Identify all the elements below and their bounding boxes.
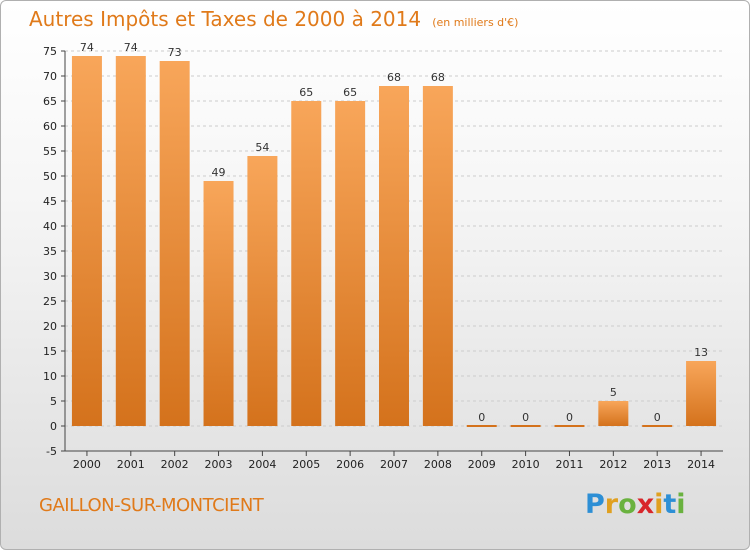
y-tick-label: 35 <box>43 245 57 258</box>
bar <box>159 61 190 426</box>
y-tick-label: 40 <box>43 220 57 233</box>
data-label: 68 <box>387 71 401 84</box>
data-label: 0 <box>566 411 573 424</box>
bar <box>291 101 322 426</box>
x-tick-label: 2000 <box>73 458 101 471</box>
y-tick-label: 30 <box>43 270 57 283</box>
bar <box>335 101 366 426</box>
y-tick-label: 0 <box>50 420 57 433</box>
x-tick-label: 2013 <box>643 458 671 471</box>
y-tick-label: 25 <box>43 295 57 308</box>
bar <box>422 86 453 426</box>
data-label: 68 <box>431 71 445 84</box>
data-label: 74 <box>80 41 94 54</box>
data-labels: 74 74 73 49 54 65 65 68 68 0 0 0 5 0 13 <box>80 41 708 424</box>
bar <box>598 401 629 426</box>
y-tick-label: 55 <box>43 145 57 158</box>
data-label: 0 <box>522 411 529 424</box>
data-label: 49 <box>212 166 226 179</box>
y-tick-label: 60 <box>43 120 57 133</box>
x-tick-label: 2014 <box>687 458 715 471</box>
y-tick-label: -5 <box>46 445 57 458</box>
bar <box>71 56 102 426</box>
data-label: 54 <box>255 141 269 154</box>
x-tick-label: 2002 <box>161 458 189 471</box>
data-label: 0 <box>478 411 485 424</box>
x-tick-label: 2001 <box>117 458 145 471</box>
y-tick-label: 15 <box>43 345 57 358</box>
bar <box>379 86 409 426</box>
bars <box>71 56 717 427</box>
x-tick-label: 2006 <box>336 458 364 471</box>
y-tick-label: 45 <box>43 195 57 208</box>
logo-letter: t <box>663 489 677 520</box>
y-tick-label: 20 <box>43 320 57 333</box>
x-tick-label: 2011 <box>555 458 583 471</box>
logo-letter: o <box>618 489 637 520</box>
logo-letter: i <box>654 489 664 520</box>
y-tick-label: 50 <box>43 170 57 183</box>
data-label: 5 <box>610 386 617 399</box>
x-tick-label: 2008 <box>424 458 452 471</box>
location-name: GAILLON-SUR-MONTCIENT <box>39 495 264 516</box>
x-tick-label: 2010 <box>512 458 540 471</box>
bar <box>115 56 146 426</box>
y-tick-label: 5 <box>50 395 57 408</box>
y-tick-label: 70 <box>43 70 57 83</box>
chart-unit-note: (en milliers d'€) <box>432 16 519 29</box>
x-tick-label: 2004 <box>248 458 276 471</box>
x-tick-label: 2003 <box>205 458 233 471</box>
y-tick-label: 75 <box>43 45 57 58</box>
x-tick-label: 2012 <box>599 458 627 471</box>
logo-letter: P <box>585 489 605 520</box>
data-label: 65 <box>343 86 357 99</box>
data-label: 13 <box>694 346 708 359</box>
bar <box>203 181 234 426</box>
data-label: 74 <box>124 41 138 54</box>
y-tick-label: 65 <box>43 95 57 108</box>
data-label: 65 <box>299 86 313 99</box>
chart-title: Autres Impôts et Taxes de 2000 à 2014 (e… <box>29 7 518 31</box>
logo-letter: i <box>676 489 686 520</box>
logo-letter: r <box>604 489 619 520</box>
x-tick-label: 2005 <box>292 458 320 471</box>
logo-letter: x <box>636 489 655 520</box>
data-label: 73 <box>168 46 182 59</box>
chart-title-text: Autres Impôts et Taxes de 2000 à 2014 <box>29 7 422 31</box>
data-label: 0 <box>654 411 661 424</box>
x-tick-label: 2007 <box>380 458 408 471</box>
y-tick-label: 10 <box>43 370 57 383</box>
x-tick-label: 2009 <box>468 458 496 471</box>
bar <box>247 156 278 426</box>
bar <box>686 361 717 426</box>
proxiti-logo: Proxiti <box>585 489 686 520</box>
